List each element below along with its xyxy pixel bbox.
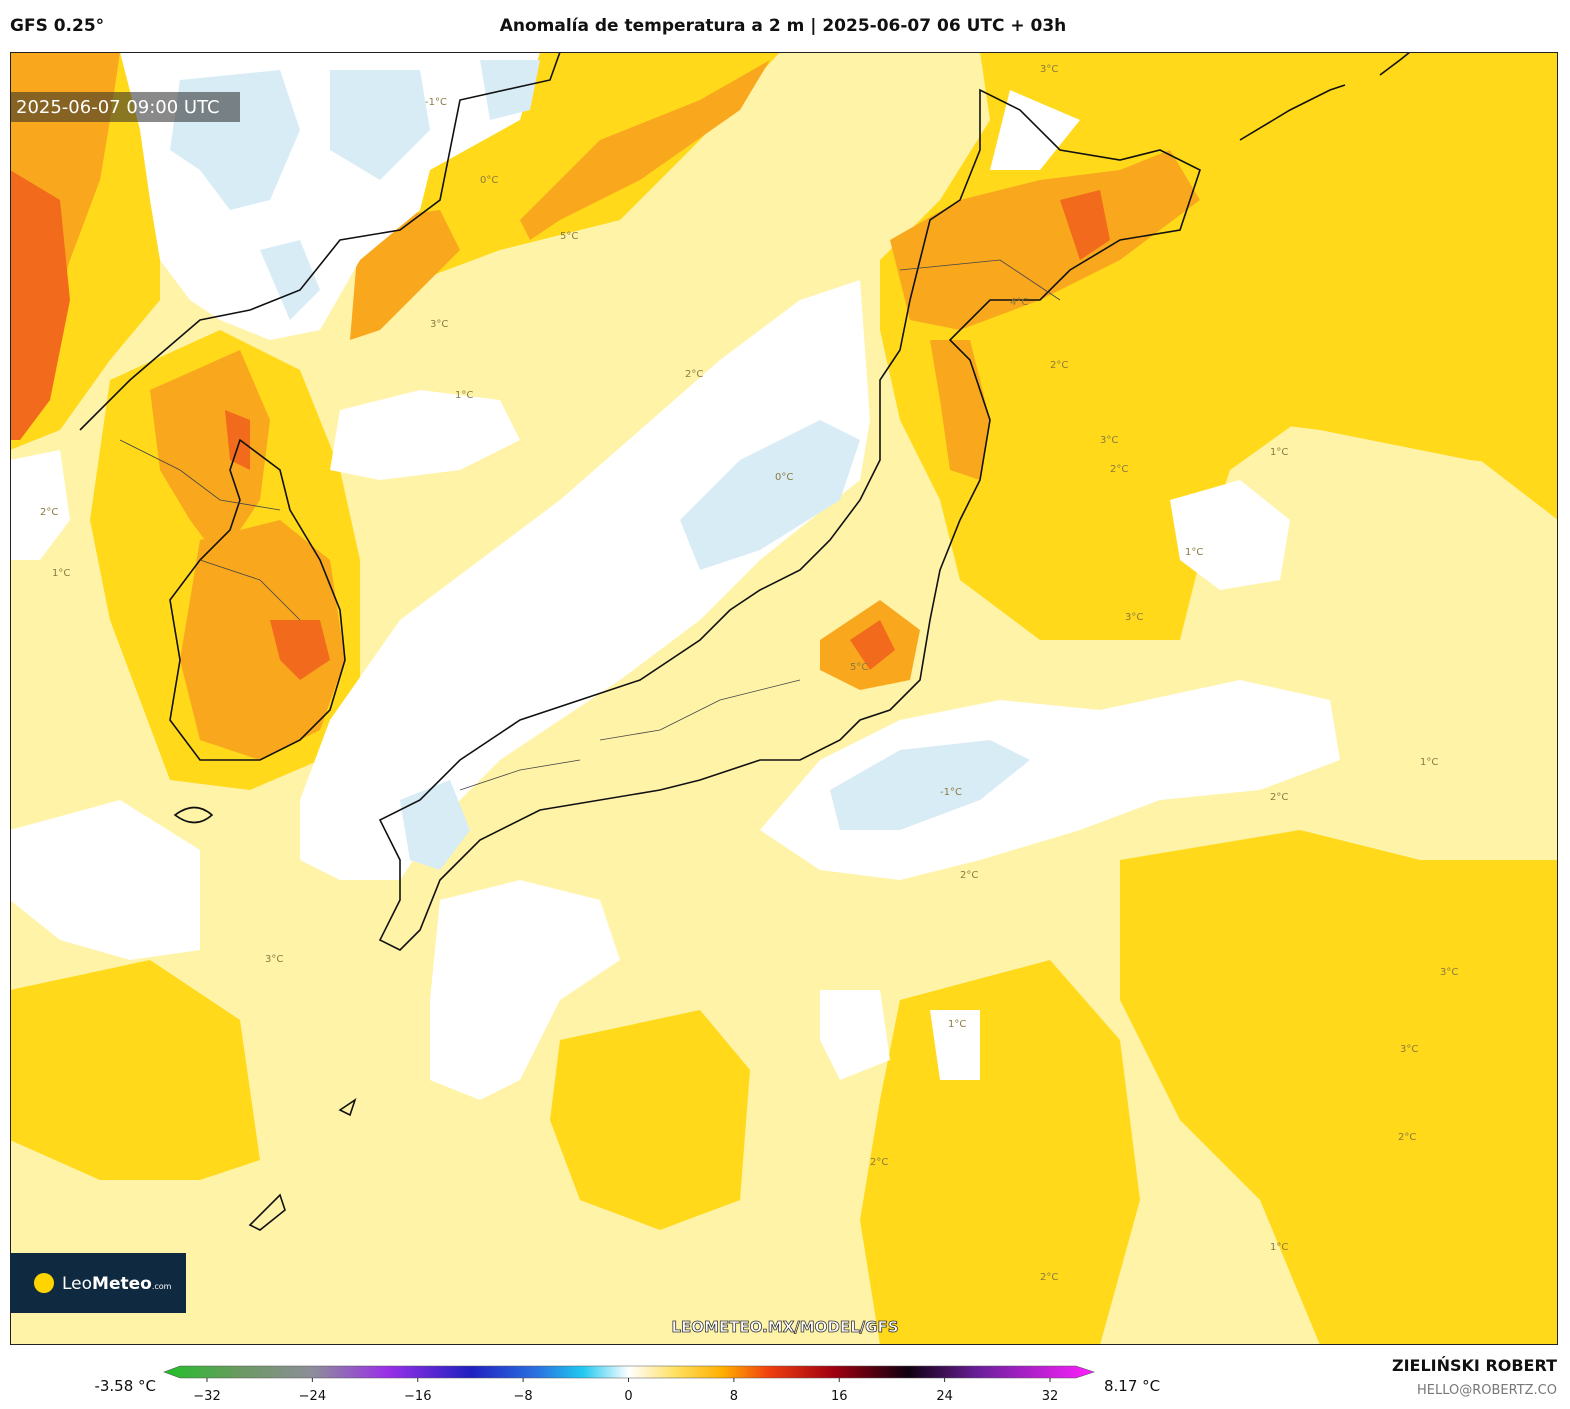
email: HELLO@ROBERTZ.CO [1417, 1383, 1557, 1398]
colorbar-tick-label: −8 [514, 1389, 533, 1404]
colorbar-min: -3.58 °C [94, 1377, 156, 1395]
logo-text: LeoMeteo.com [62, 1274, 172, 1294]
contour-label: 3°C [430, 319, 448, 330]
contour-label: 3°C [265, 954, 283, 965]
contour-label: 5°C [560, 231, 578, 242]
contour-label: 0°C [775, 472, 793, 483]
colorbar-tick-label: 8 [730, 1389, 738, 1404]
contour-label: 2°C [685, 369, 703, 380]
anomaly-negative [170, 60, 1030, 870]
author: ZIELIŃSKI ROBERT [1392, 1356, 1557, 1375]
colorbar: -3.58 °C 8.17 °C −32 −24 −16 −8 0 8 16 24 32 [94, 1365, 1160, 1404]
contour-label: 2°C [1398, 1132, 1416, 1143]
url: LEOMETEO.MX/MODEL/GFS [671, 1318, 898, 1336]
contour-label: -1°C [425, 97, 447, 108]
colorbar-tick-label: −16 [404, 1389, 431, 1404]
colorbar-gradient [163, 1365, 1095, 1379]
contour-label: 2°C [1040, 1272, 1058, 1283]
map [10, 52, 1558, 1345]
contour-label: 3°C [1440, 967, 1458, 978]
contour-label: 3°C [1125, 612, 1143, 623]
contour-label: 2°C [1050, 360, 1068, 371]
contour-label: 5°C [850, 662, 868, 673]
valid-time: 2025-06-07 09:00 UTC [16, 97, 220, 118]
logo-sun [34, 1273, 54, 1293]
colorbar-tick-label: 16 [831, 1389, 848, 1404]
contour-label: 2°C [1110, 464, 1128, 475]
colorbar-tick-label: 0 [624, 1389, 632, 1404]
contour-label: 3°C [1040, 64, 1058, 75]
map-frame [10, 52, 1558, 1345]
contour-label: 0°C [480, 175, 498, 186]
colorbar-tick-label: −24 [299, 1389, 326, 1404]
colorbar-max: 8.17 °C [1104, 1377, 1160, 1395]
contour-label: 3°C [1100, 435, 1118, 446]
contour-label: 2°C [870, 1157, 888, 1168]
valid-time-box [10, 92, 240, 122]
contour-label: 1°C [948, 1019, 966, 1030]
contour-label: 3°C [1400, 1044, 1418, 1055]
contour-label: 2°C [960, 870, 978, 881]
contour-labels: 2°C 1°C 0°C 3°C 5°C 1°C 0°C -1°C 2°C 3°C 2°C 1°C 3°C… [40, 64, 1458, 1283]
contour-label: 1°C [1270, 447, 1288, 458]
anomaly-5-plus [10, 170, 1110, 680]
contour-label: -1°C [940, 787, 962, 798]
contour-label: 4°C [1010, 297, 1028, 308]
contour-label: 1°C [1185, 547, 1203, 558]
admin-borders [119, 259, 1061, 791]
contour-label: 1°C [1420, 757, 1438, 768]
colorbar-tick-label: 24 [936, 1389, 953, 1404]
contour-label: 1°C [455, 390, 473, 401]
contour-label: 2°C [1270, 792, 1288, 803]
contour-label: 1°C [1270, 1242, 1288, 1253]
contour-label: 2°C [40, 507, 58, 518]
contour-label: 1°C [52, 568, 70, 579]
colorbar-tick-label: −32 [193, 1389, 220, 1404]
model-name: GFS 0.25° [10, 16, 104, 36]
map-title: Anomalía de temperatura a 2 m | 2025-06-… [500, 16, 1067, 36]
colorbar-tick-label: 32 [1042, 1389, 1059, 1404]
coastline [79, 52, 1411, 1231]
